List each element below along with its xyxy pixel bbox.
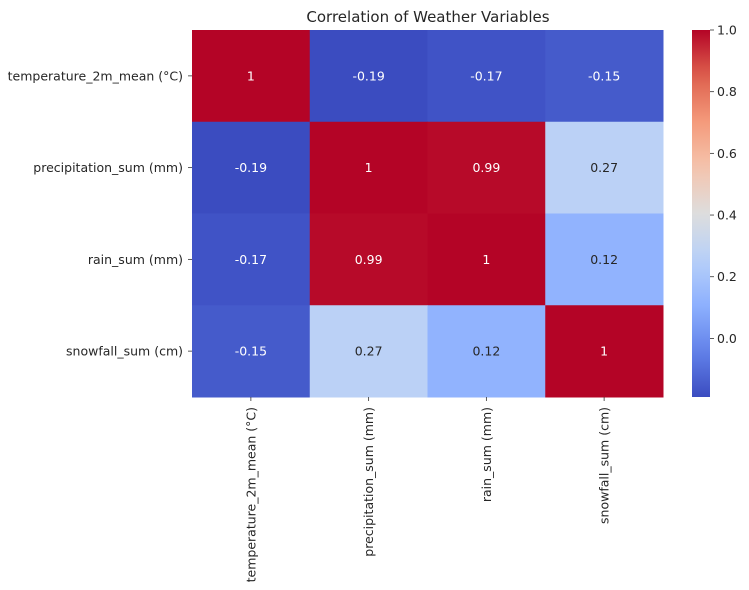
column-label: temperature_2m_mean (°C): [243, 407, 258, 582]
cell-value-label: 1: [600, 344, 608, 359]
cell-value-label: 1: [482, 252, 490, 267]
chart-title: Correlation of Weather Variables: [306, 8, 549, 26]
column-label: rain_sum (mm): [479, 407, 494, 502]
cell-value-label: 0.12: [472, 344, 500, 359]
cell-value-label: 0.12: [590, 252, 618, 267]
column-label: precipitation_sum (mm): [361, 407, 376, 557]
heatmap-cell: [309, 213, 428, 306]
row-label: rain_sum (mm): [88, 252, 183, 267]
colorbar-tick-label: 0.8: [717, 84, 737, 99]
colorbar-tick-label: 0.2: [717, 269, 737, 284]
cell-value-label: -0.17: [470, 68, 502, 83]
cell-value-label: 0.27: [590, 160, 618, 175]
colorbar-tick-label: 0.0: [717, 331, 737, 346]
cell-value-label: -0.15: [235, 344, 267, 359]
heatmap-cell: [309, 30, 428, 123]
colorbar-tick-label: 0.4: [717, 208, 737, 223]
heatmap-cell: [309, 121, 428, 214]
heatmap-cell: [545, 121, 664, 214]
row-label: snowfall_sum (cm): [66, 344, 183, 359]
column-label: snowfall_sum (cm): [597, 407, 612, 524]
cell-value-label: 0.99: [472, 160, 500, 175]
heatmap-cell: [192, 305, 311, 398]
heatmap-cell: [545, 30, 664, 123]
heatmap-cell: [427, 30, 546, 123]
cell-value-label: 1: [365, 160, 373, 175]
heatmap-cell: [192, 30, 311, 123]
heatmap-cell: [545, 305, 664, 398]
colorbar-gradient: [692, 30, 710, 397]
heatmap-cell: [309, 305, 428, 398]
row-label: temperature_2m_mean (°C): [8, 68, 183, 83]
heatmap-cell: [427, 305, 546, 398]
heatmap-cells: 1 -0.19 -0.17 -0.15 -0.19 1 0.99 0.27 -0.17 0.99 1…: [192, 30, 664, 398]
column-labels: temperature_2m_mean (°C) precipitation_su…: [243, 397, 612, 582]
colorbar: 1.0 0.8 0.6 0.4 0.2 0.0: [692, 23, 737, 397]
colorbar-tick-label: 0.6: [717, 146, 737, 161]
cell-value-label: -0.19: [235, 160, 267, 175]
row-label: precipitation_sum (mm): [33, 160, 183, 175]
cell-value-label: 1: [247, 68, 255, 83]
colorbar-tick-label: 1.0: [717, 23, 737, 38]
cell-value-label: -0.15: [588, 68, 620, 83]
cell-value-label: 0.99: [355, 252, 383, 267]
heatmap-cell: [427, 213, 546, 306]
heatmap-cell: [545, 213, 664, 306]
heatmap-cell: [192, 213, 311, 306]
row-labels: temperature_2m_mean (°C) precipitation_su…: [8, 68, 192, 359]
cell-value-label: -0.19: [352, 68, 384, 83]
heatmap-cell: [427, 121, 546, 214]
heatmap-cell: [192, 121, 311, 214]
cell-value-label: 0.27: [355, 344, 383, 359]
cell-value-label: -0.17: [235, 252, 267, 267]
